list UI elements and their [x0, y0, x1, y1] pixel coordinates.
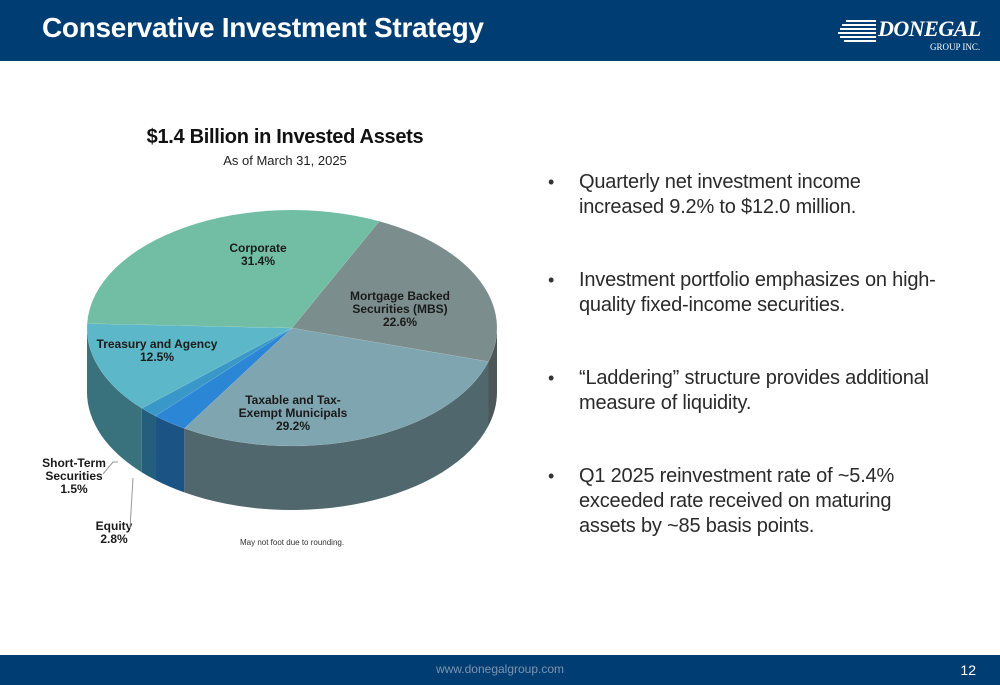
bullet-item: • “Laddering” structure provides addition… — [548, 366, 948, 416]
pie-chart: Mortgage Backed Securities (MBS) 22.6% Taxa… — [42, 209, 498, 546]
pie-slice — [86, 209, 380, 329]
logo-subtitle: GROUP INC. — [930, 42, 981, 52]
bullet-icon: • — [548, 368, 555, 388]
bullet-text: Investment portfolio emphasizes on high-… — [579, 269, 936, 316]
bullet-text: Quarterly net investment income increase… — [579, 171, 861, 218]
pie-slice — [141, 327, 293, 417]
chart-subtitle: As of March 31, 2025 — [223, 153, 347, 168]
pie-slice-label: Treasury and Agency 12.5% — [97, 337, 218, 364]
pie-slice-label: Corporate 31.4% — [229, 241, 287, 268]
pie-slice-label: Equity 2.8% — [96, 519, 133, 546]
footer-url[interactable]: www.donegalgroup.com — [435, 662, 565, 676]
leader-line — [102, 461, 118, 475]
pie-slice-side — [141, 408, 156, 481]
bullet-icon: • — [548, 466, 555, 486]
pie-slice-label: Mortgage Backed Securities (MBS) 22.6% — [350, 289, 450, 329]
footer-bar: www.donegalgroup.com 12 — [0, 655, 1000, 685]
chart-footnote: May not foot due to rounding. — [240, 538, 345, 547]
pie-slice-label: Taxable and Tax-Exempt Municipals 29.2% — [239, 393, 348, 433]
page-title: Conservative Investment Strategy — [42, 12, 484, 43]
page-number: 12 — [960, 662, 976, 678]
pie-slice — [86, 323, 293, 409]
pie-slice-side — [87, 328, 142, 473]
pie-slice — [154, 327, 293, 429]
leader-line — [129, 477, 134, 529]
pie-slice-side — [488, 328, 497, 426]
bullet-item: • Investment portfolio emphasizes on high… — [548, 268, 948, 318]
bullet-item: • Q1 2025 reinvestment rate of ~5.4% exce… — [548, 464, 948, 539]
bullet-icon: • — [548, 172, 555, 192]
header-bar: Conservative Investment Strategy DONEGAL… — [0, 0, 1000, 61]
chart-title: $1.4 Billion in Invested Assets — [146, 126, 424, 148]
logo-stripes-icon — [838, 20, 876, 42]
pie-slice — [183, 327, 489, 447]
pie-slice-side — [155, 416, 185, 493]
bullet-text: “Laddering” structure provides additiona… — [579, 367, 929, 414]
logo-wordmark: DONEGAL — [878, 16, 981, 41]
pie-slice-side — [184, 361, 489, 511]
pie-slice — [291, 220, 498, 362]
bullet-text: Q1 2025 reinvestment rate of ~5.4% excee… — [579, 465, 895, 537]
bullet-item: • Quarterly net investment income increas… — [548, 170, 948, 220]
pie-slice-label: Short-Term Securities 1.5% — [42, 456, 106, 496]
company-logo: DONEGAL GROUP INC. — [838, 14, 988, 54]
bullet-icon: • — [548, 270, 555, 290]
bullet-list: • Quarterly net investment income increas… — [548, 170, 948, 587]
